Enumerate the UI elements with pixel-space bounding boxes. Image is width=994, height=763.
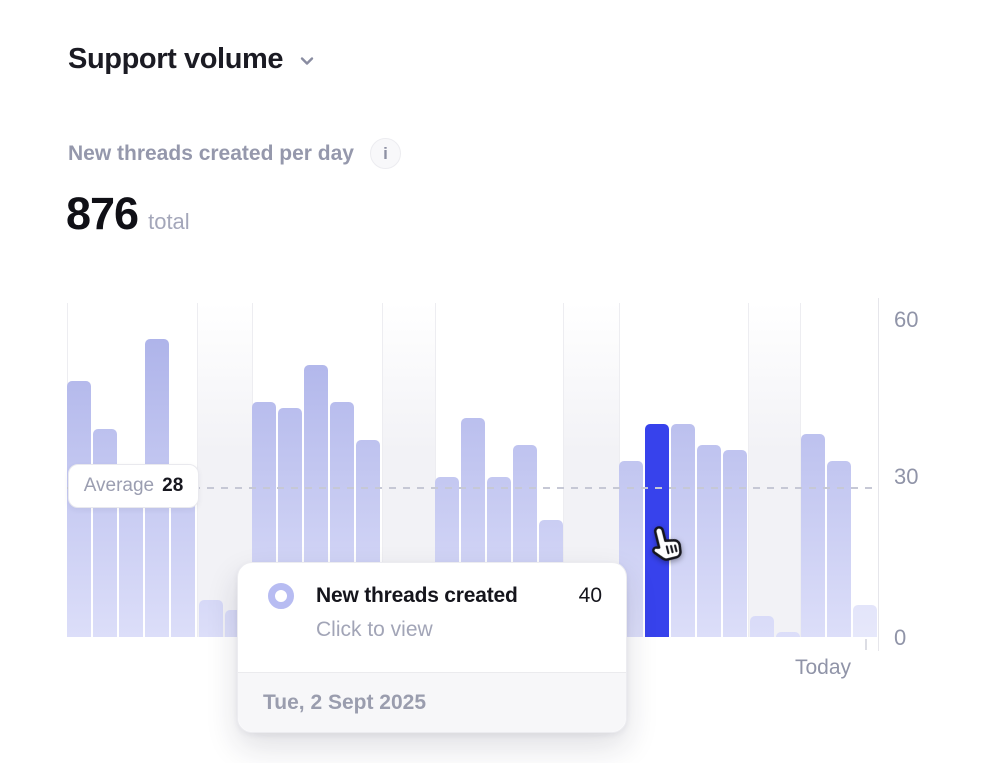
tooltip-value: 40 <box>578 584 602 607</box>
chevron-down-icon[interactable] <box>297 51 317 71</box>
total-value: 876 <box>66 188 139 239</box>
tooltip-body: New threads created 40 Click to view <box>238 563 626 642</box>
bar[interactable] <box>827 461 851 637</box>
total-unit: total <box>148 209 190 234</box>
page-title: Support volume <box>68 43 284 75</box>
y-tick-30: 30 <box>894 464 919 489</box>
average-value: 28 <box>162 475 184 496</box>
tooltip-series-title: New threads created <box>316 584 518 607</box>
vertical-gridline <box>800 303 801 637</box>
bar[interactable] <box>750 616 774 637</box>
today-label: Today <box>794 656 852 679</box>
title-dropdown[interactable]: Support volume <box>68 42 317 76</box>
bar-tooltip: New threads created 40 Click to view Tue… <box>237 562 627 733</box>
bar[interactable] <box>67 381 91 637</box>
bar[interactable] <box>697 445 721 637</box>
vertical-gridline <box>748 303 749 637</box>
vertical-gridline <box>435 303 436 637</box>
today-tick <box>865 639 867 650</box>
vertical-gridline <box>563 303 564 637</box>
bar[interactable] <box>723 450 747 637</box>
y-axis-line <box>878 298 879 651</box>
tooltip-date: Tue, 2 Sept 2025 <box>238 672 626 732</box>
average-label-text: Average <box>83 475 155 496</box>
hand-cursor-icon <box>652 526 682 561</box>
metric-header: New threads created per day i <box>68 138 401 169</box>
info-icon[interactable]: i <box>369 138 401 169</box>
bar[interactable] <box>671 424 695 637</box>
bar[interactable] <box>199 600 223 637</box>
metric-label: New threads created per day <box>68 141 354 165</box>
bar[interactable] <box>801 434 825 637</box>
series-ring-icon <box>268 583 294 609</box>
bar[interactable] <box>776 632 800 637</box>
tooltip-hint: Click to view <box>316 618 433 641</box>
y-tick-60: 60 <box>894 307 919 332</box>
bar-today[interactable] <box>853 605 877 637</box>
average-line <box>67 487 878 489</box>
vertical-gridline <box>382 303 383 637</box>
y-tick-0: 0 <box>894 625 907 650</box>
bar[interactable] <box>93 429 117 637</box>
metric-total: 876 total <box>66 188 190 240</box>
average-label: Average 28 <box>68 464 199 508</box>
weekend-band <box>748 303 801 637</box>
